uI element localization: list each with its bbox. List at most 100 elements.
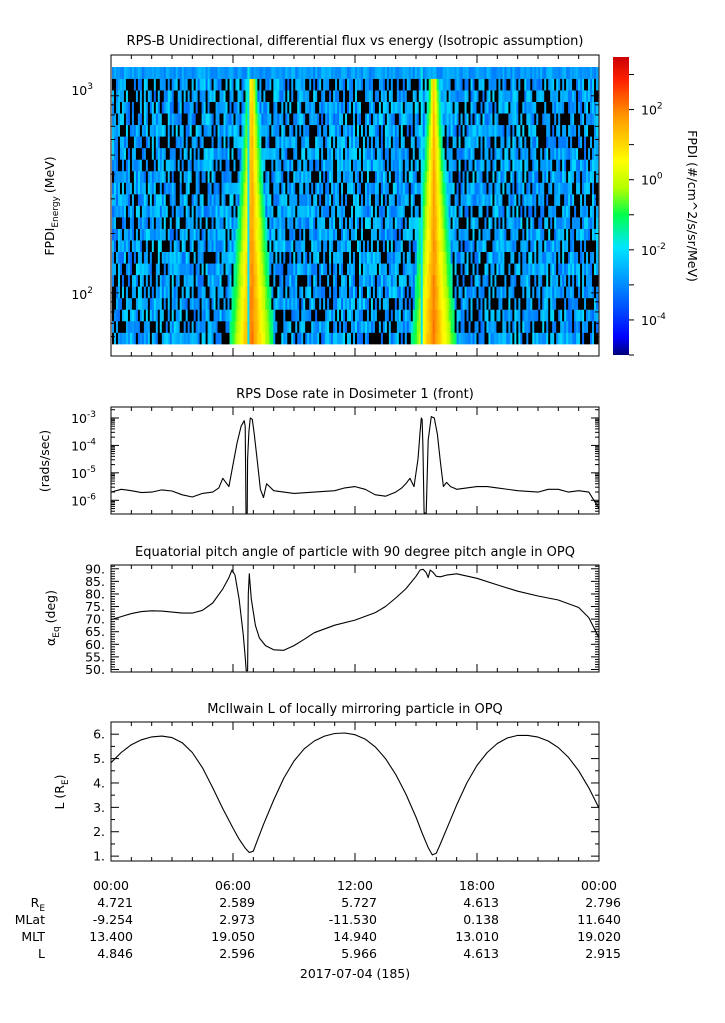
spectrogram-cell: [532, 170, 535, 183]
spectrogram-cell: [474, 240, 477, 253]
spectrogram-cell: [193, 251, 196, 264]
spectrogram-cell: [566, 263, 569, 276]
spectrogram-cell: [456, 240, 459, 253]
spectrogram-cell: [225, 263, 228, 276]
spectrogram-cell: [438, 193, 441, 206]
spectrogram-cell: [147, 101, 151, 114]
spectrogram-cell: [203, 274, 206, 287]
spectrogram-cell: [370, 136, 374, 149]
spectrogram-cell: [576, 205, 579, 218]
spectrogram-cell: [253, 147, 256, 160]
spectrogram-cell: [129, 286, 133, 299]
spectrogram-cell: [570, 286, 573, 299]
spectrogram-cell: [390, 124, 394, 137]
spectrogram-cell: [239, 170, 242, 183]
spectrogram-cell: [510, 217, 513, 229]
spectrogram-cell: [438, 159, 441, 172]
spectrogram-cell: [448, 228, 451, 241]
spectrogram-cell: [333, 147, 336, 160]
spectrogram-cell: [283, 113, 286, 126]
spectrogram-cell: [448, 286, 451, 299]
spectrogram-cell: [317, 205, 320, 218]
spectrogram-cell: [233, 170, 236, 183]
spectrogram-cell: [351, 228, 354, 241]
spectrogram-cell: [243, 217, 246, 229]
spectrogram-cell: [135, 297, 139, 310]
spectrogram-cell: [225, 240, 228, 253]
spectrogram-cell: [161, 159, 165, 172]
spectrogram-cell: [165, 193, 169, 206]
spectrogram-cell: [303, 193, 306, 206]
spectrogram-cell: [169, 251, 173, 264]
spectrogram-cell: [269, 193, 272, 206]
spectrogram-cell: [400, 136, 404, 149]
spectrogram-cell: [243, 136, 246, 149]
spectrogram-cell: [456, 309, 459, 322]
spectrogram-cell: [558, 309, 561, 322]
spectrogram-cell: [556, 205, 559, 218]
spectrogram-cell: [221, 320, 224, 333]
spectrogram-cell: [418, 170, 422, 183]
spectrogram-cell: [484, 182, 487, 195]
spectrogram-cell: [436, 297, 439, 310]
spectrogram-cell: [333, 217, 336, 229]
spectrogram-cell: [219, 217, 222, 229]
spectrogram-cell: [181, 193, 185, 206]
spectrogram-cell: [592, 147, 595, 160]
spectrogram-cell: [560, 332, 563, 345]
spectrogram-cell: [163, 309, 167, 322]
spectrogram-cell: [127, 240, 131, 253]
spectrogram-cell: [181, 228, 185, 241]
spectrogram-cell: [462, 297, 465, 310]
spectrogram-cell: [139, 286, 143, 299]
spectrogram-cell: [406, 136, 410, 149]
spectrogram-cell: [259, 332, 262, 345]
spectrogram-cell: [528, 251, 531, 264]
spectrogram-cell: [263, 193, 266, 206]
spectrogram-cell: [362, 217, 366, 229]
spectrogram-cell: [412, 320, 416, 333]
spectrogram-cell: [145, 228, 149, 241]
spectrogram-cell: [349, 147, 352, 160]
spectrogram-cell: [364, 240, 368, 253]
spectrogram-cell: [442, 182, 445, 195]
spectrogram-cell: [486, 286, 489, 299]
spectrogram-cell: [374, 217, 378, 229]
spectrogram-cell: [271, 286, 274, 299]
spectrogram-cell: [586, 147, 589, 160]
spectrogram-cell: [223, 297, 226, 310]
spectrogram-cell: [540, 320, 543, 333]
spectrogram-cell: [464, 159, 467, 172]
spectrogram-cell: [494, 136, 497, 149]
spectrogram-cell: [113, 297, 117, 310]
spectrogram-cell: [458, 332, 461, 345]
spectrogram-cell: [484, 332, 487, 345]
spectrogram-cell: [536, 182, 539, 195]
spectrogram-cell: [201, 332, 204, 345]
spectrogram-cell: [213, 147, 216, 160]
spectrogram-cell: [313, 297, 316, 310]
spectrogram-cell: [129, 274, 133, 287]
spectrogram-cell: [177, 182, 181, 195]
spectrogram-cell: [213, 136, 216, 149]
spectrogram-cell: [165, 309, 169, 322]
spectrogram-cell: [175, 251, 179, 264]
spectrogram-cell: [201, 159, 204, 172]
spectrogram-cell: [438, 332, 441, 345]
spectrogram-cell: [241, 320, 244, 333]
spectrogram-cell: [460, 228, 463, 241]
spectrogram-cell: [267, 286, 270, 299]
spectrogram-cell: [161, 274, 165, 287]
spectrogram-cell: [420, 136, 424, 149]
spectrogram-cell: [233, 309, 236, 322]
spectrogram-cell: [586, 240, 589, 253]
spectrogram-cell: [283, 136, 286, 149]
spectrogram-cell: [141, 147, 145, 160]
spectrogram-cell: [119, 101, 123, 114]
spectrogram-cell: [428, 320, 432, 333]
spectrogram-cell: [289, 159, 292, 172]
spectrogram-cell: [203, 251, 206, 264]
spectrogram-cell: [135, 101, 139, 114]
spectrogram-cell: [468, 147, 471, 160]
spectrogram-cell: [243, 101, 246, 114]
